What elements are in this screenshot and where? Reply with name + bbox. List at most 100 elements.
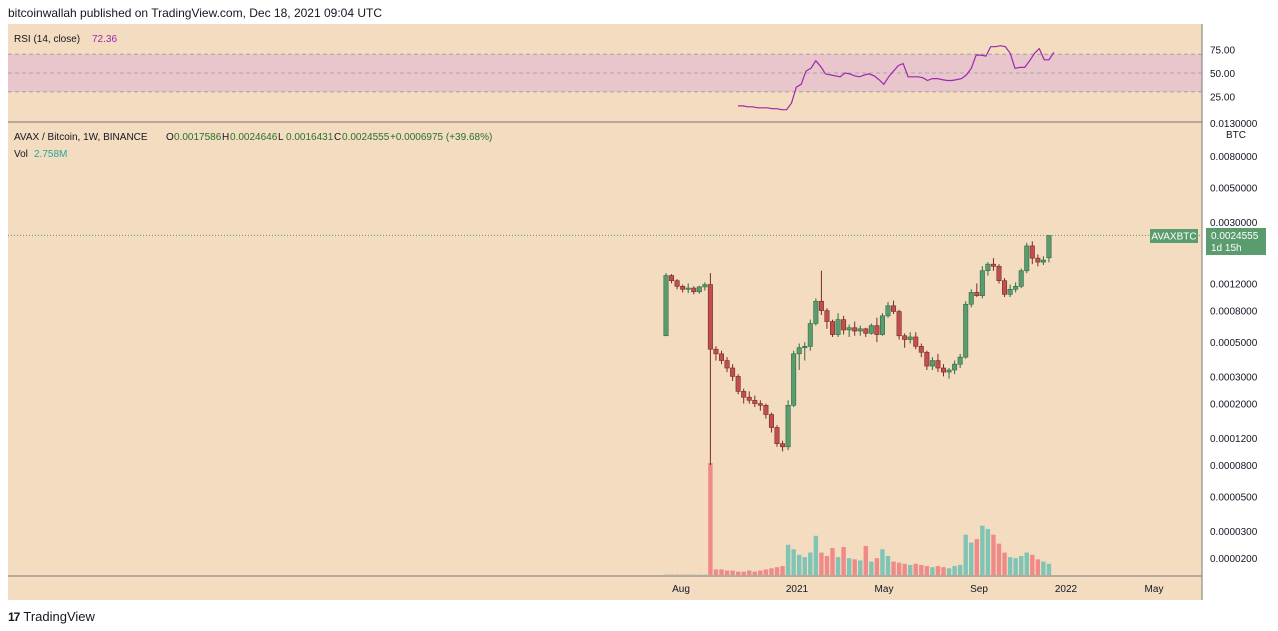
candle-body <box>891 305 897 312</box>
candle-body <box>707 284 713 350</box>
footer-brand: TradingView <box>23 609 95 624</box>
price-tick-label: 0.0000200 <box>1210 554 1258 565</box>
ticker-box <box>1150 229 1198 243</box>
candle-body <box>841 319 847 331</box>
volume-bar <box>719 569 724 575</box>
candle-body <box>1035 257 1041 263</box>
rsi-panel: RSI (14, close) 72.36 <box>8 34 1202 111</box>
volume-bar <box>869 561 874 575</box>
rsi-legend-value: 72.36 <box>92 34 117 45</box>
price-tick-label: 0.0002000 <box>1210 400 1258 411</box>
time-tick-label: May <box>1145 584 1164 595</box>
time-tick-label: 2021 <box>786 584 809 595</box>
time-axis[interactable]: Aug 2021 May Sep 2022 May <box>672 584 1163 595</box>
time-tick-label: Sep <box>970 584 988 595</box>
candle-body <box>879 315 885 335</box>
candle-body <box>935 360 941 369</box>
candle-body <box>902 335 908 340</box>
candle-body <box>907 336 913 340</box>
price-tick-label: 0.0080000 <box>1210 152 1258 163</box>
volume-bar <box>835 557 841 575</box>
vol-legend-label: Vol <box>14 149 28 160</box>
volume-bar <box>758 570 763 575</box>
open-label: O <box>166 132 174 143</box>
chart-background <box>8 24 1202 600</box>
volume-bar <box>730 570 735 575</box>
candle-body <box>857 328 863 332</box>
candle-body <box>1040 259 1046 263</box>
volume-bar <box>763 569 769 575</box>
price-tick-label: 0.0000500 <box>1210 493 1258 504</box>
candle-body <box>718 353 724 361</box>
volume-bar <box>941 567 946 575</box>
candle-body <box>1013 285 1019 290</box>
time-tick-label: May <box>875 584 894 595</box>
candle-body <box>785 404 791 448</box>
volume-bar <box>935 566 941 575</box>
candle-body <box>885 305 891 317</box>
volume-bar <box>735 571 741 575</box>
candle-body <box>713 348 719 355</box>
candle-body <box>1046 235 1052 259</box>
candle-body <box>791 353 797 406</box>
candle-body <box>924 351 930 367</box>
volume-bars <box>663 463 1052 575</box>
volume-bar <box>797 554 802 575</box>
volume-bar <box>1019 555 1024 575</box>
rsi-tick-label: 50.00 <box>1210 69 1235 80</box>
volume-bar <box>863 545 868 575</box>
volume-bar <box>780 566 785 575</box>
candle-body <box>863 328 869 334</box>
volume-bar <box>908 564 913 575</box>
candle-body <box>874 325 880 335</box>
last-price-text: 0.0024555 <box>1211 231 1259 242</box>
candle-body <box>996 265 1002 282</box>
volume-bar <box>974 539 979 575</box>
rsi-axis: 25.00 50.00 75.00 <box>1210 46 1235 104</box>
volume-bar <box>924 566 930 575</box>
volume-bar <box>991 534 996 575</box>
volume-bar <box>1024 552 1029 575</box>
candle-body <box>802 345 808 349</box>
candle-body <box>913 336 919 347</box>
candle-body <box>990 263 996 267</box>
volume-bar <box>808 552 813 575</box>
candle-body <box>1002 280 1008 295</box>
volume-bar <box>769 568 774 575</box>
candle-body <box>746 396 752 401</box>
candle-body <box>702 284 708 288</box>
candle-body <box>774 427 780 444</box>
candle-body <box>807 323 813 347</box>
last-price-box <box>1206 228 1266 255</box>
volume-bar <box>952 566 957 575</box>
volume-bar <box>1030 554 1035 575</box>
candle-body <box>957 356 963 365</box>
low-value: 0.0016431 <box>286 132 334 143</box>
candle-body <box>952 363 958 371</box>
volume-bar <box>747 570 752 575</box>
volume-bar <box>885 555 891 575</box>
rsi-line <box>738 45 1055 111</box>
close-label: C <box>334 132 341 143</box>
price-axis: 0.0080000 0.0050000 0.0030000 0.0012000 0.00… <box>1210 119 1258 565</box>
candle-body <box>824 310 830 322</box>
rsi-tick-label: 25.00 <box>1210 93 1235 104</box>
countdown-text: 1d 15h <box>1211 243 1242 254</box>
volume-bar <box>852 559 857 575</box>
volume-bar <box>880 549 885 575</box>
volume-bar <box>985 529 991 575</box>
candle-body <box>680 285 686 290</box>
price-tick-label: 0.0050000 <box>1210 184 1258 195</box>
candle-body <box>985 263 991 272</box>
candle-body <box>896 311 902 337</box>
price-tick-label: 0.0000800 <box>1210 461 1258 472</box>
volume-bar <box>874 558 880 575</box>
low-label: L <box>278 132 284 143</box>
candle-body <box>663 275 669 337</box>
candle-body <box>974 292 980 296</box>
rsi-legend-label: RSI (14, close) <box>14 34 80 45</box>
volume-bar <box>830 548 835 575</box>
close-value: 0.0024555 <box>342 132 390 143</box>
volume-bar <box>752 571 757 575</box>
